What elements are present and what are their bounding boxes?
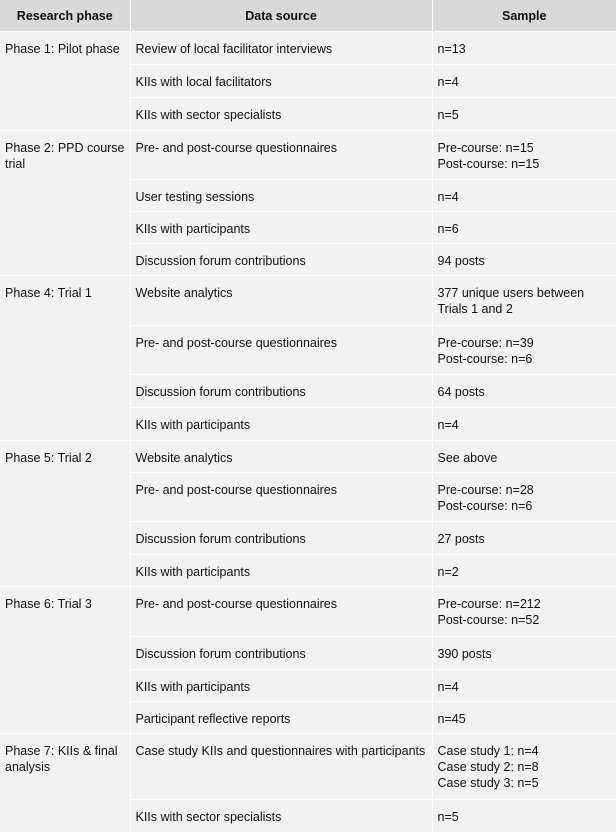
data-source-cell: Discussion forum contributions [130, 243, 433, 276]
header-sample: Sample [431, 0, 616, 32]
sample-cell: See above [431, 440, 616, 473]
sample-cell: 27 posts [431, 521, 616, 555]
sample-cell: n=2 [431, 554, 616, 587]
sample-cell: n=13 [431, 31, 616, 65]
sample-cell: Pre-course: n=28 Post-course: n=6 [431, 472, 616, 522]
data-source-cell: Pre- and post-course questionnaires [129, 586, 433, 637]
header-data-source: Data source [129, 0, 433, 32]
table-row: Phase 6: Trial 3 Pre- and post-course que… [0, 586, 616, 734]
table-row: Phase 2: PPD course trial Pre- and post-c… [0, 130, 616, 276]
data-source-cell: Discussion forum contributions [130, 636, 433, 670]
table-row: Pre- and post-course questionnaires Pre-c… [0, 325, 616, 375]
sample-cell: Pre-course: n=15 Post-course: n=15 [431, 130, 616, 180]
data-source-cell: Discussion forum contributions [130, 374, 433, 408]
data-source-cell: KIIs with participants [130, 211, 433, 244]
research-phase-cell: Phase 5: Trial 2 [0, 440, 131, 587]
sample-cell: n=4 [431, 669, 616, 702]
data-source-cell: User testing sessions [130, 179, 433, 212]
sample-cell: n=5 [431, 97, 616, 131]
data-source-cell: Participant reflective reports [130, 701, 433, 734]
data-source-cell: Website analytics [129, 440, 433, 473]
table-row: KIIs with participants n=4 [0, 407, 616, 441]
research-phase-cell: Phase 2: PPD course trial [0, 130, 131, 276]
table-row: Phase 7: KIIs & final analysis Case study… [0, 733, 616, 833]
sample-cell: n=45 [431, 701, 616, 734]
table-row: KIIs with sector specialists n=5 [0, 799, 616, 833]
data-source-cell: Website analytics [129, 275, 433, 326]
table-row: Phase 4: Trial 1 Website analytics 377 uni… [0, 275, 616, 441]
research-phase-cell: Phase 1: Pilot phase [0, 31, 131, 131]
data-source-cell: Pre- and post-course questionnaires [130, 325, 433, 375]
sample-cell: Case study 1: n=4 Case study 2: n=8 Case… [431, 733, 616, 800]
sample-cell: 377 unique users between Trials 1 and 2 [431, 275, 616, 326]
table-row: KIIs with participants n=2 [0, 554, 616, 587]
table-row: Phase 5: Trial 2 Website analytics See abo… [0, 440, 616, 587]
data-source-cell: Review of local facilitator interviews [129, 31, 433, 65]
data-source-cell: KIIs with participants [130, 407, 433, 441]
table-row: Pre- and post-course questionnaires Pre-c… [0, 472, 616, 522]
research-phase-cell: Phase 4: Trial 1 [0, 275, 131, 441]
header-research-phase: Research phase [0, 0, 131, 32]
data-source-cell: KIIs with participants [130, 669, 433, 702]
table-row: KIIs with participants n=4 [0, 669, 616, 702]
table-row: Discussion forum contributions 64 posts [0, 374, 616, 408]
sample-cell: n=5 [431, 799, 616, 833]
research-phase-cell: Phase 7: KIIs & final analysis [0, 733, 131, 833]
table-row: Participant reflective reports n=45 [0, 701, 616, 734]
sample-cell: n=4 [431, 179, 616, 212]
sample-cell: Pre-course: n=212 Post-course: n=52 [431, 586, 616, 637]
table-row: Discussion forum contributions 94 posts [0, 243, 616, 276]
sample-cell: 390 posts [431, 636, 616, 670]
sample-cell: 64 posts [431, 374, 616, 408]
data-source-cell: KIIs with local facilitators [130, 64, 433, 98]
data-source-cell: Discussion forum contributions [130, 521, 433, 555]
data-source-cell: Pre- and post-course questionnaires [130, 472, 433, 522]
table-row: KIIs with participants n=6 [0, 211, 616, 244]
data-source-cell: Case study KIIs and questionnaires with … [129, 733, 433, 800]
table-row: KIIs with local facilitators n=4 [0, 64, 616, 98]
table-row: Discussion forum contributions 27 posts [0, 521, 616, 555]
header-row: Research phase Data source Sample [0, 0, 616, 32]
sample-cell: n=6 [431, 211, 616, 244]
sample-cell: n=4 [431, 64, 616, 98]
sample-cell: Pre-course: n=39 Post-course: n=6 [431, 325, 616, 375]
table-row: Discussion forum contributions 390 posts [0, 636, 616, 670]
sample-cell: n=4 [431, 407, 616, 441]
sample-cell: 94 posts [431, 243, 616, 276]
data-source-cell: KIIs with sector specialists [130, 799, 433, 833]
table-row: Phase 1: Pilot phase Review of local faci… [0, 31, 616, 131]
data-source-cell: Pre- and post-course questionnaires [129, 130, 433, 180]
research-phase-cell: Phase 6: Trial 3 [0, 586, 131, 734]
data-source-cell: KIIs with sector specialists [130, 97, 433, 131]
data-source-cell: KIIs with participants [130, 554, 433, 587]
table-row: KIIs with sector specialists n=5 [0, 97, 616, 131]
